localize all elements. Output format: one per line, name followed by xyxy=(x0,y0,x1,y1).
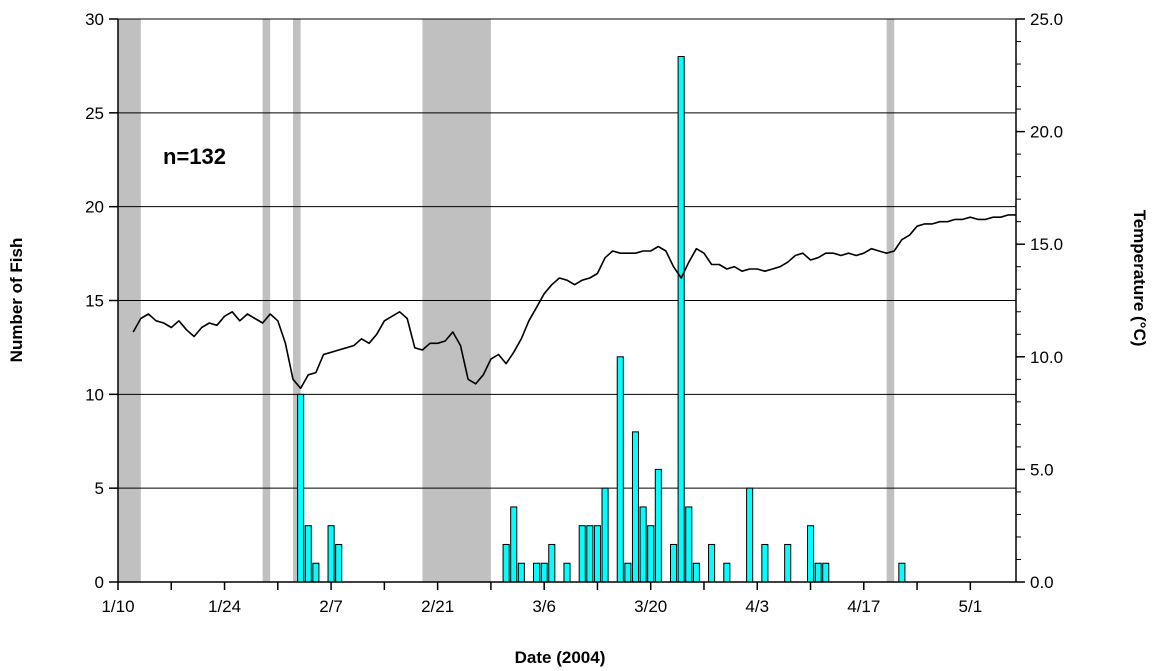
bar-4-10 xyxy=(806,525,815,583)
bar-4-4 xyxy=(761,543,769,583)
y-tick-label: 15 xyxy=(85,292,104,311)
bar-3-14 xyxy=(601,487,609,583)
y-axis-title: Number of Fish xyxy=(7,238,26,363)
bar-3-16 xyxy=(616,356,624,583)
y-tick-label: 25 xyxy=(85,104,104,123)
x-tick-label: 5/1 xyxy=(959,597,983,616)
bar-4-2 xyxy=(746,487,754,583)
fish-count-bars xyxy=(297,56,906,583)
sample-size-annotation: n=132 xyxy=(163,144,226,169)
x-tick-label: 4/17 xyxy=(847,597,880,616)
y2-axis-title: Temperature (°C) xyxy=(1130,210,1149,347)
y2-tick-label: 0.0 xyxy=(1030,573,1054,592)
bar-4-11 xyxy=(814,562,822,583)
bar-3-13 xyxy=(593,525,601,583)
bar-3-9 xyxy=(563,562,571,583)
bar-4-7 xyxy=(784,543,792,583)
bar-2-5 xyxy=(312,562,320,583)
bar-4-12 xyxy=(822,562,830,583)
y2-tick-label: 20.0 xyxy=(1030,123,1063,142)
x-axis-title: Date (2004) xyxy=(515,648,606,667)
bar-2-4 xyxy=(304,525,312,583)
y-tick-label: 10 xyxy=(85,385,104,404)
bar-2-3 xyxy=(297,393,305,583)
y2-tick-label: 10.0 xyxy=(1030,348,1063,367)
y2-tick-label: 5.0 xyxy=(1030,460,1054,479)
bar-3-24 xyxy=(677,56,685,583)
x-tick-label: 3/6 xyxy=(532,597,556,616)
x-tick-label: 2/7 xyxy=(319,597,343,616)
x-tick-label: 3/20 xyxy=(634,597,667,616)
bar-2-8 xyxy=(335,543,343,583)
bar-3-26 xyxy=(692,562,700,583)
y-tick-label: 30 xyxy=(85,10,104,29)
bar-3-18 xyxy=(631,431,640,583)
bar-2-7 xyxy=(327,525,335,583)
bar-3-25 xyxy=(685,506,693,583)
axes xyxy=(109,18,1025,590)
gridlines xyxy=(118,18,1016,489)
y-tick-label: 0 xyxy=(95,573,104,592)
bar-3-21 xyxy=(654,468,662,583)
y2-tick-label: 15.0 xyxy=(1030,235,1063,254)
y2-tick-label: 25.0 xyxy=(1030,10,1063,29)
bar-3-17 xyxy=(624,562,632,583)
bar-3-3 xyxy=(517,562,525,583)
bar-3-5 xyxy=(533,562,541,583)
bar-3-30 xyxy=(723,562,731,583)
x-tick-label: 2/21 xyxy=(421,597,454,616)
bar-3-28 xyxy=(708,543,716,583)
bar-3-19 xyxy=(639,506,647,583)
bar-3-6 xyxy=(540,562,548,583)
bar-3-23 xyxy=(669,543,678,583)
bar-3-1 xyxy=(502,543,510,583)
tick-labels: 0 5 10 15 20 25 30 0.0 5.0 10.0 15.0 20.0 25.0 1/10 1/… xyxy=(85,10,1063,616)
bar-3-20 xyxy=(647,525,655,583)
x-tick-label: 1/10 xyxy=(101,597,134,616)
temperature-line xyxy=(132,214,1016,390)
temperature-series xyxy=(132,214,1016,390)
y-tick-label: 5 xyxy=(95,479,104,498)
bar-4-22 xyxy=(898,562,906,583)
bar-3-7 xyxy=(548,543,556,583)
x-tick-label: 1/24 xyxy=(208,597,241,616)
bar-3-11 xyxy=(578,525,586,583)
x-tick-label: 4/3 xyxy=(745,597,769,616)
bar-3-12 xyxy=(586,525,594,583)
bar-3-2 xyxy=(510,506,518,583)
y-tick-label: 20 xyxy=(85,198,104,217)
